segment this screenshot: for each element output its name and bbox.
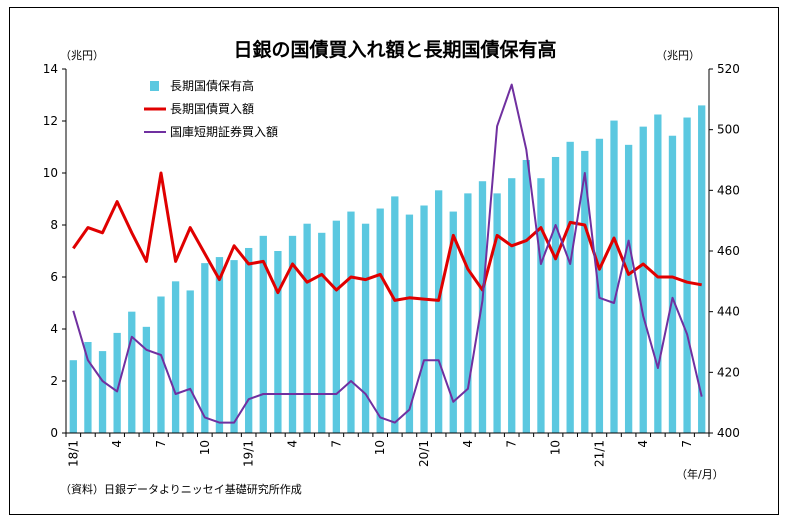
right-tick-label: 520 <box>717 62 740 76</box>
bar <box>464 193 472 433</box>
left-tick-label: 10 <box>43 166 58 180</box>
bar <box>493 193 501 433</box>
right-tick-label: 500 <box>717 123 740 137</box>
x-tick-label: 21/1 <box>592 440 606 467</box>
right-tick-label: 460 <box>717 244 740 258</box>
x-tick-label: 10 <box>373 440 387 455</box>
bar <box>259 235 267 433</box>
chart-title: 日銀の国債買入れ額と長期国債保有高 <box>233 38 556 61</box>
right-tick-label: 400 <box>717 426 740 440</box>
bar <box>318 232 326 433</box>
bar <box>683 117 691 434</box>
source-note: （資料）日銀データよりニッセイ基礎研究所作成 <box>60 482 302 496</box>
bar <box>639 126 647 433</box>
bar-series <box>69 105 706 434</box>
bar <box>215 257 224 433</box>
bar <box>449 211 457 433</box>
axes: 0 2 4 6 8 10 12 14 400 420 440 460 480 500 520 18/1 4 7 10… <box>43 62 740 467</box>
left-tick-label: 8 <box>50 218 58 232</box>
x-tick-label: 4 <box>110 440 124 448</box>
x-tick-label: 18/1 <box>66 440 80 467</box>
bar <box>654 114 662 433</box>
x-tick-label: 7 <box>680 440 694 448</box>
chart-frame <box>9 7 779 515</box>
bar <box>142 326 151 433</box>
bar <box>376 208 384 433</box>
bar <box>698 105 706 434</box>
left-tick-label: 0 <box>50 426 58 440</box>
left-tick-label: 14 <box>43 62 58 76</box>
bar <box>610 120 618 434</box>
x-tick-label: 4 <box>636 440 650 448</box>
x-tick-label: 10 <box>198 440 212 455</box>
series-line-long-term <box>72 171 702 302</box>
bar <box>581 150 589 433</box>
right-tick-label: 480 <box>717 183 740 197</box>
left-tick-label: 4 <box>50 322 58 336</box>
x-tick-label: 4 <box>461 440 475 448</box>
x-tick-label: 20/1 <box>417 440 431 467</box>
bar <box>478 181 487 433</box>
legend-label: 国庫短期証券買入額 <box>170 124 278 139</box>
x-tick-label: 19/1 <box>242 440 256 467</box>
bar <box>537 178 545 433</box>
bar <box>566 141 574 434</box>
left-tick-label: 12 <box>43 114 58 128</box>
legend-swatch-bar <box>150 81 159 91</box>
bar <box>332 220 341 433</box>
bar <box>361 223 370 433</box>
bar <box>186 290 194 433</box>
right-tick-label: 420 <box>717 365 740 379</box>
bar <box>201 263 209 433</box>
bar <box>668 135 677 433</box>
bar <box>84 342 92 433</box>
bar <box>595 138 604 433</box>
bar <box>303 223 311 433</box>
bar <box>420 205 428 433</box>
right-axis-unit: （兆円） <box>656 49 700 62</box>
bar <box>128 311 136 433</box>
legend-label: 長期国債買入額 <box>170 101 254 116</box>
bar <box>113 332 121 433</box>
x-tick-label: 10 <box>549 440 563 455</box>
bar <box>522 160 530 433</box>
bar <box>245 247 253 433</box>
left-tick-label: 6 <box>50 270 58 284</box>
x-tick-label: 7 <box>154 440 168 448</box>
bar <box>347 211 355 433</box>
x-tick-label: 7 <box>505 440 519 448</box>
bar <box>288 235 297 433</box>
x-axis-unit: （年/月） <box>676 467 724 481</box>
right-tick-label: 440 <box>717 305 740 319</box>
bar <box>230 260 238 433</box>
series-line-short-term <box>72 83 703 424</box>
bar <box>157 296 165 433</box>
left-tick-label: 2 <box>50 374 58 388</box>
bar <box>391 196 399 433</box>
legend-label: 長期国債保有高 <box>170 78 254 93</box>
bar <box>405 214 414 433</box>
bar <box>551 156 560 433</box>
bar <box>69 360 77 433</box>
line-series <box>72 83 703 424</box>
bar <box>98 351 107 433</box>
bar <box>171 281 180 433</box>
bar <box>624 144 633 434</box>
x-tick-label: 4 <box>286 440 300 448</box>
left-axis-unit: （兆円） <box>60 49 104 62</box>
x-tick-label: 7 <box>329 440 343 448</box>
bar <box>434 190 443 433</box>
bar <box>508 178 516 433</box>
bar <box>274 251 282 433</box>
